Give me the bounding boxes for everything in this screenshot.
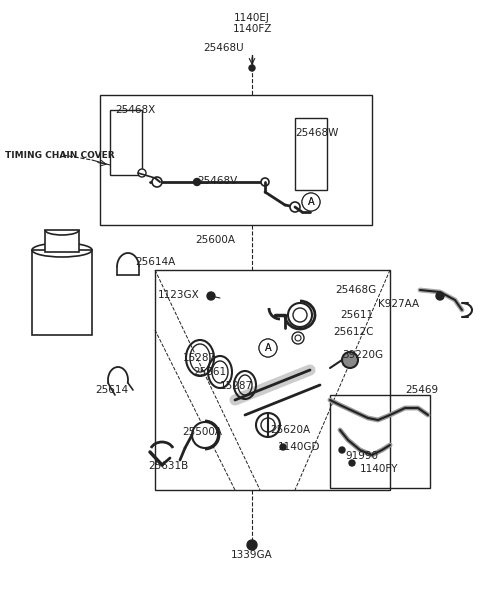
Text: 25612C: 25612C xyxy=(333,327,373,337)
Text: K927AA: K927AA xyxy=(378,299,419,309)
Text: 1123GX: 1123GX xyxy=(158,290,200,300)
Text: 25620A: 25620A xyxy=(270,425,310,435)
Text: 39220G: 39220G xyxy=(342,350,383,360)
Text: 1140FZ: 1140FZ xyxy=(232,24,272,34)
Text: 25614: 25614 xyxy=(95,385,128,395)
Text: A: A xyxy=(308,197,314,207)
Text: 25469: 25469 xyxy=(405,385,438,395)
Circle shape xyxy=(192,422,218,448)
Circle shape xyxy=(152,177,162,187)
Text: 25600A: 25600A xyxy=(195,235,235,245)
Text: 25500A: 25500A xyxy=(182,427,222,437)
Circle shape xyxy=(302,193,320,211)
Circle shape xyxy=(295,335,301,341)
Text: 25468X: 25468X xyxy=(115,105,155,115)
Circle shape xyxy=(339,447,345,453)
Circle shape xyxy=(261,178,269,186)
Text: 91990: 91990 xyxy=(345,451,378,461)
Text: 25631B: 25631B xyxy=(148,461,188,471)
Bar xyxy=(100,95,372,225)
Circle shape xyxy=(207,292,215,300)
Text: 15287: 15287 xyxy=(183,353,216,363)
Text: 25611: 25611 xyxy=(340,310,373,320)
Text: 25468G: 25468G xyxy=(335,285,376,295)
Circle shape xyxy=(249,65,255,71)
Bar xyxy=(155,270,390,490)
Text: 1140GD: 1140GD xyxy=(278,442,321,452)
Bar xyxy=(295,118,327,190)
Text: 25468V: 25468V xyxy=(197,176,237,186)
Circle shape xyxy=(342,352,358,368)
Text: A: A xyxy=(264,343,271,353)
Circle shape xyxy=(293,308,307,322)
Circle shape xyxy=(436,292,444,300)
Text: A: A xyxy=(264,343,271,353)
Text: 15287: 15287 xyxy=(220,381,253,391)
Text: 25468W: 25468W xyxy=(295,128,338,138)
Circle shape xyxy=(290,202,300,212)
Circle shape xyxy=(259,339,277,357)
Text: 1140FY: 1140FY xyxy=(360,464,398,474)
Bar xyxy=(45,230,79,252)
Circle shape xyxy=(256,413,280,437)
Text: 1140EJ: 1140EJ xyxy=(234,13,270,23)
Text: 25661: 25661 xyxy=(193,367,226,377)
Bar xyxy=(330,395,430,488)
Circle shape xyxy=(288,303,312,327)
Circle shape xyxy=(138,169,146,177)
Text: A: A xyxy=(308,197,314,207)
Circle shape xyxy=(193,179,201,186)
Circle shape xyxy=(259,339,277,357)
Circle shape xyxy=(261,418,275,432)
Text: 25614A: 25614A xyxy=(135,257,175,267)
Circle shape xyxy=(247,540,257,550)
Circle shape xyxy=(349,460,355,466)
Circle shape xyxy=(280,444,286,450)
Text: TIMING CHAIN COVER: TIMING CHAIN COVER xyxy=(5,150,115,159)
Circle shape xyxy=(292,332,304,344)
Text: 25468U: 25468U xyxy=(204,43,244,53)
Circle shape xyxy=(302,193,320,211)
Bar xyxy=(110,110,142,175)
Bar xyxy=(32,250,92,335)
Text: 1339GA: 1339GA xyxy=(231,550,273,560)
